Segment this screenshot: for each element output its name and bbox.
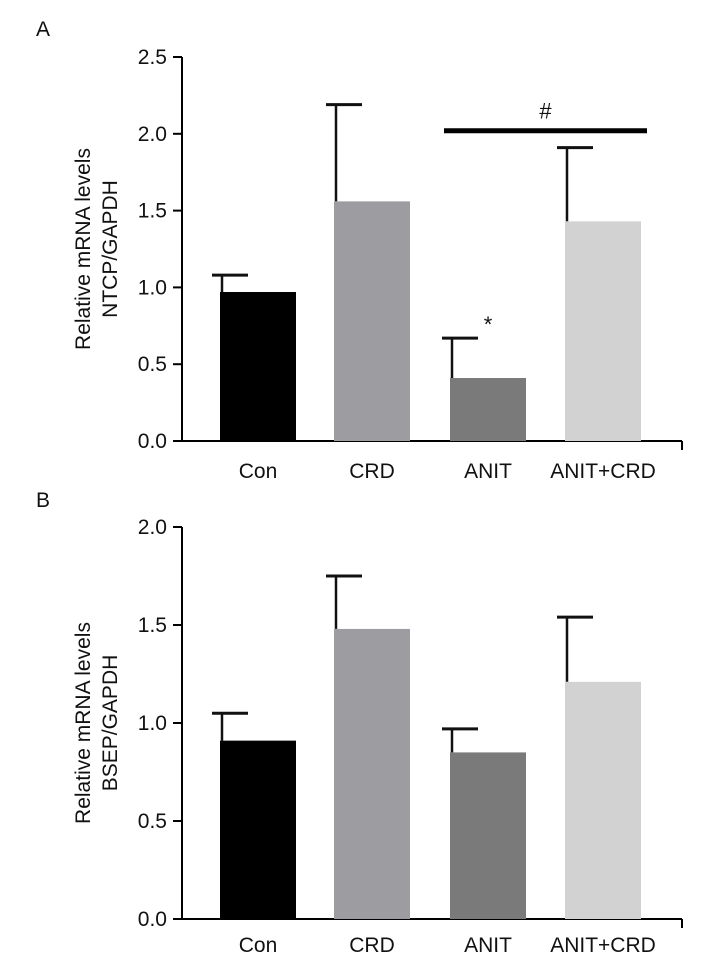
panel-b-y-tick-label: 0.5 [138,810,167,833]
panel-a-x-tick-label: CRD [349,460,395,483]
panel-b-x-tick-label: ANIT [464,934,512,957]
panel-b-x-tick-label: ANIT+CRD [550,934,656,957]
panel-b-bar-crd [334,628,410,919]
panel-a-y-tick-label: 1.5 [138,200,167,223]
panel-a-x-tick-label: ANIT+CRD [550,460,656,483]
panel-a-bar-anit [450,378,526,441]
panel-b-y-axis-title: Relative mRNA levels BSEP/GAPDH [72,622,122,824]
panel-a-y-axis-title-line1: Relative mRNA levels [72,148,95,350]
panel-a-y-tick-label: 2.5 [138,46,167,69]
panel-b-x-tick-label: Con [239,934,278,957]
panel-a-y-tick-label: 1.0 [138,276,167,299]
panel-b-bar-con [220,740,296,919]
panel-a-y-tick-label: 2.0 [138,123,167,146]
panel-a-bar-crd [334,201,410,441]
panel-b-y-tick-label: 0.0 [138,908,167,931]
panel-a-y-axis-title: Relative mRNA levels NTCP/GAPDH [72,148,122,350]
panel-b-y-tick-label: 1.0 [138,712,167,735]
panel-b-label: B [36,489,50,512]
panel-b-y-axis-title-line2: BSEP/GAPDH [99,655,122,792]
panel-b-bar-anit [450,752,526,919]
panel-a-bar-con [220,292,296,441]
panel-a-x-tick-label: Con [239,460,278,483]
panel-a-x-tick-label: ANIT [464,460,512,483]
panel-a-y-tick-label: 0.5 [138,353,167,376]
panel-a-y-tick-label: 0.0 [138,430,167,453]
panel-b-y-axis-title-line1: Relative mRNA levels [72,622,95,824]
panel-a-y-axis-title-line2: NTCP/GAPDH [99,180,122,318]
panel-b-bar-anit-crd [565,681,641,919]
panel-b-x-tick-label: CRD [349,934,395,957]
panel-b-y-tick-label: 1.5 [138,614,167,637]
panel-b-y-tick-label: 2.0 [138,516,167,539]
panel-a-bar-anit-crd [565,221,641,441]
panel-a-significance-hash: # [539,99,552,124]
panel-a-significance-star: * [484,312,493,337]
panel-a-label: A [36,18,50,41]
